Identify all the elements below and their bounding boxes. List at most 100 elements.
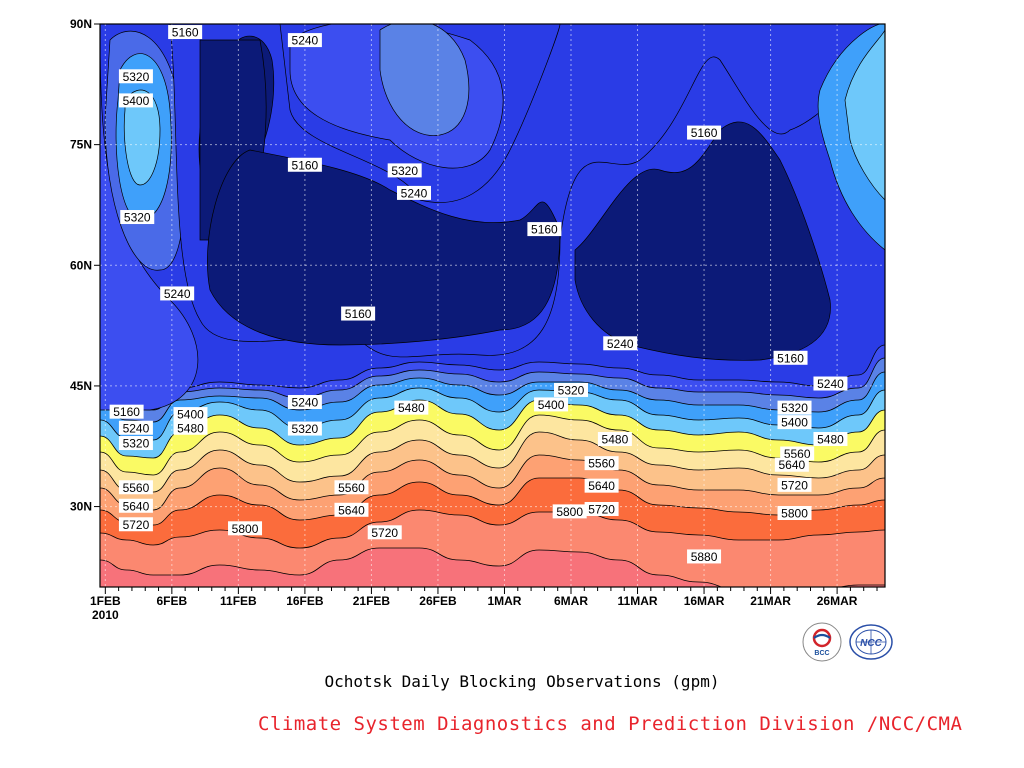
contour-label-box (687, 549, 722, 564)
contour-label-box (584, 478, 619, 493)
contour-label-text: 5240 (817, 377, 844, 391)
contour-label: 5720 (584, 501, 619, 516)
contour-label-text: 5400 (538, 398, 565, 412)
contour-region (844, 29, 885, 201)
x-axis: 1FEB 6FEB 11FEB 16FEB 21FEB 26FEB 1MAR 6MAR 11MA… (90, 587, 878, 622)
contour-label-text: 5320 (558, 383, 585, 397)
contour-label-text: 5320 (124, 211, 151, 225)
contour-label-text: 5720 (371, 526, 398, 540)
contour-label-text: 5640 (123, 499, 150, 513)
x-year-label: 2010 (92, 608, 119, 622)
contour-label: 5400 (118, 93, 153, 108)
contour-label-text: 5640 (338, 503, 365, 517)
contour-label-text: 5160 (345, 307, 372, 321)
y-tick-label: 90N (70, 17, 92, 31)
contour-label-box (287, 157, 322, 172)
contour-label-box (109, 404, 144, 419)
contour-label: 5320 (120, 210, 155, 225)
contour-label-text: 5240 (292, 34, 319, 48)
contour-label: 5560 (584, 456, 619, 471)
contour-line (100, 431, 885, 493)
contour-label: 5320 (118, 436, 153, 451)
contour-label: 5320 (387, 163, 422, 178)
contour-label-box (394, 400, 429, 415)
contour-label-text: 5560 (784, 447, 811, 461)
contour-label: 5480 (813, 432, 848, 447)
contour-label-text: 5400 (781, 416, 808, 430)
contour-label-box (813, 376, 848, 391)
contour-label: 5560 (118, 480, 153, 495)
y-tick-label: 30N (70, 500, 92, 514)
contour-label-text: 5320 (123, 70, 150, 84)
contour-label-box (387, 163, 422, 178)
contour-label-text: 5160 (531, 223, 558, 237)
contour-line (100, 344, 885, 399)
contour-label-box (597, 432, 632, 447)
contour-label-text: 5320 (391, 164, 418, 178)
contour-label-text: 5240 (123, 421, 150, 435)
contour-label-box (118, 517, 153, 532)
contour-label-text: 5640 (588, 479, 615, 493)
contour-label-box (534, 397, 569, 412)
contour-label: 5240 (160, 286, 195, 301)
contour-label-text: 5720 (123, 518, 150, 532)
x-tick-label: 16FEB (286, 594, 324, 608)
contour-label: 5400 (777, 415, 812, 430)
contour-region (123, 89, 161, 186)
contour-label: 5720 (777, 477, 812, 492)
contour-label: 5480 (597, 432, 632, 447)
contour-label: 5640 (118, 498, 153, 513)
contour-label: 5160 (168, 25, 203, 40)
contour-region (379, 24, 470, 136)
x-tick-label: 1MAR (487, 594, 521, 608)
contour-label: 5160 (687, 125, 722, 140)
y-tick-label: 75N (70, 138, 92, 152)
contour-label-box (554, 382, 588, 397)
contour-label: 5320 (777, 400, 812, 415)
contour-label-box (228, 521, 263, 536)
contour-label: 5560 (334, 480, 369, 495)
contour-label-box (341, 306, 376, 321)
contour-label-box (160, 286, 195, 301)
contour-label: 5800 (552, 504, 587, 519)
contour-label-box (687, 125, 722, 140)
contour-label-text: 5560 (338, 481, 365, 495)
contour-label-box (173, 407, 208, 422)
contour-label-text: 5800 (781, 507, 808, 521)
contour-label-box (118, 480, 153, 495)
contour-label: 5400 (173, 407, 208, 422)
contour-label-box (118, 436, 153, 451)
x-tick-label: 1FEB (90, 594, 121, 608)
contour-label: 5240 (397, 185, 431, 200)
contour-region (574, 121, 831, 361)
bcc-logo: BCC (802, 622, 842, 662)
contour-label-text: 5560 (123, 481, 150, 495)
contour-label-text: 5640 (779, 458, 806, 472)
chart-caption: Ochotsk Daily Blocking Observations (gpm… (324, 672, 720, 691)
contour-label-box (287, 33, 322, 48)
contour-label-box (118, 69, 153, 84)
ncc-logo-text: NCC (860, 638, 882, 649)
contour-line (100, 414, 885, 476)
contour-line (100, 454, 885, 511)
contour-label-text: 5480 (817, 433, 844, 447)
contour-label-box (118, 498, 153, 513)
contour-line (100, 547, 885, 587)
contour-label-text: 5320 (292, 422, 319, 436)
contour-label: 5400 (534, 397, 569, 412)
contour-label-text: 5800 (232, 522, 259, 536)
x-tick-label: 11FEB (220, 594, 257, 608)
plot-frame (99, 23, 886, 588)
x-tick-label: 6MAR (554, 594, 588, 608)
contour-label: 5240 (287, 33, 322, 48)
contour-label-text: 5240 (292, 396, 319, 410)
contour-label-text: 5160 (777, 351, 804, 365)
contour-label-box (120, 210, 155, 225)
contour-label-text: 5240 (164, 287, 191, 301)
contour-label-box (287, 421, 322, 436)
contour-label: 5480 (394, 400, 429, 415)
contour-line (100, 477, 885, 526)
y-axis: 30N 45N 60N 75N 90N (70, 17, 100, 514)
grid-lines (100, 24, 885, 587)
